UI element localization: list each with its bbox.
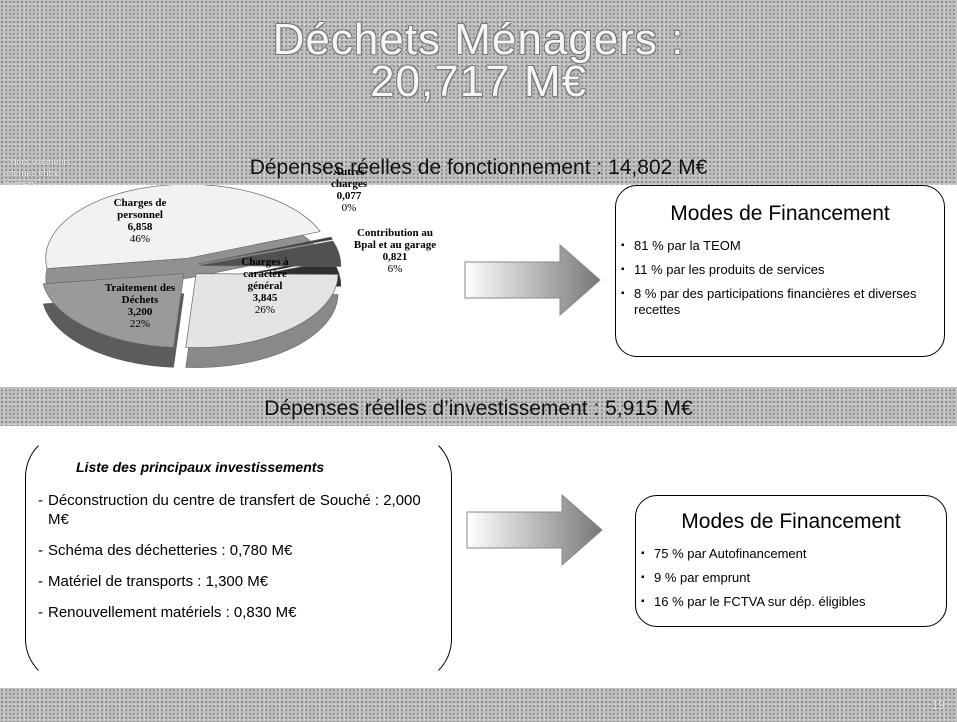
category-label: Contribution au Bpal et au garage xyxy=(353,227,437,251)
value-label: 3,200 xyxy=(127,306,153,318)
slice xyxy=(185,273,339,348)
slice xyxy=(45,185,321,269)
list-item: 11 % par les produits de services xyxy=(621,262,936,278)
category-label: Charges de personnel xyxy=(113,197,167,221)
arrow xyxy=(464,243,601,317)
pie-label: Charges à caractère général 3,845 26% xyxy=(226,256,304,316)
list-item: 8 % par des participations financières e… xyxy=(621,286,936,318)
pie-label: Autres charges 0,077 0% xyxy=(318,166,380,214)
section-heading: Dépenses réelles d’investissement : 5,91… xyxy=(264,397,693,420)
title-line1: Déchets Ménagers : xyxy=(272,15,685,64)
category-label: Charges à caractère général xyxy=(241,256,289,292)
page-number: 19 xyxy=(931,698,945,712)
category-label: Autres charges xyxy=(330,166,368,190)
slice xyxy=(198,236,334,265)
financing-title: Modes de Financement xyxy=(670,202,890,225)
list-item: Renouvellement matériels : 0,830 M€ xyxy=(38,603,421,622)
arrow-shape xyxy=(464,243,601,317)
financing-title: Modes de Financement xyxy=(681,510,901,533)
slice xyxy=(42,273,185,348)
value-label: 3,845 xyxy=(252,292,278,304)
list-title: Liste des principaux investissements xyxy=(76,459,325,475)
financing-box: Modes de Financement 75 % par Autofinanc… xyxy=(635,495,947,627)
percent-label: 0% xyxy=(341,202,357,214)
title-line2: 20,717 M€ xyxy=(370,57,587,106)
list-item: 16 % par le FCTVA sur dép. éligibles xyxy=(641,594,938,610)
footnote: * Hors virements internes entre budgets xyxy=(4,157,71,189)
financing-list: 81 % par la TEOM 11 % par les produits de… xyxy=(616,238,936,318)
value-label: 6,858 xyxy=(127,221,153,233)
list-item: Schéma des déchetteries : 0,780 M€ xyxy=(38,541,421,560)
pie-label: Charges de personnel 6,858 46% xyxy=(95,197,185,245)
percent-label: 26% xyxy=(254,304,276,316)
investments-box: Liste des principaux investissements Déc… xyxy=(25,432,452,684)
arrow xyxy=(466,493,603,567)
financing-list: 75 % par Autofinancement 9 % par emprunt 1… xyxy=(636,546,938,610)
percent-label: 6% xyxy=(387,263,403,275)
investments-list: Déconstruction du centre de transfert de… xyxy=(26,491,451,622)
list-item: Matériel de transports : 1,300 M€ xyxy=(38,572,421,591)
list-item: 9 % par emprunt xyxy=(641,570,938,586)
value-label: 0,077 xyxy=(336,190,362,202)
value-label: 0,821 xyxy=(382,251,408,263)
list-item: 81 % par la TEOM xyxy=(621,238,936,254)
percent-label: 46% xyxy=(129,233,151,245)
list-item: Déconstruction du centre de transfert de… xyxy=(38,491,421,529)
pie-label: Contribution au Bpal et au garage 0,821 6% xyxy=(350,227,440,275)
financing-box: Modes de Financement 81 % par la TEOM 11 … xyxy=(615,185,945,357)
pie-label: Traitement des Déchets 3,200 22% xyxy=(100,282,180,330)
percent-label: 22% xyxy=(129,318,151,330)
section-heading: Dépenses réelles de fonctionnement : 14,… xyxy=(249,156,708,179)
slice xyxy=(198,240,342,267)
list-item: 75 % par Autofinancement xyxy=(641,546,938,562)
arrow-shape xyxy=(466,493,603,567)
category-label: Traitement des Déchets xyxy=(104,282,176,306)
pie-chart xyxy=(42,185,342,368)
